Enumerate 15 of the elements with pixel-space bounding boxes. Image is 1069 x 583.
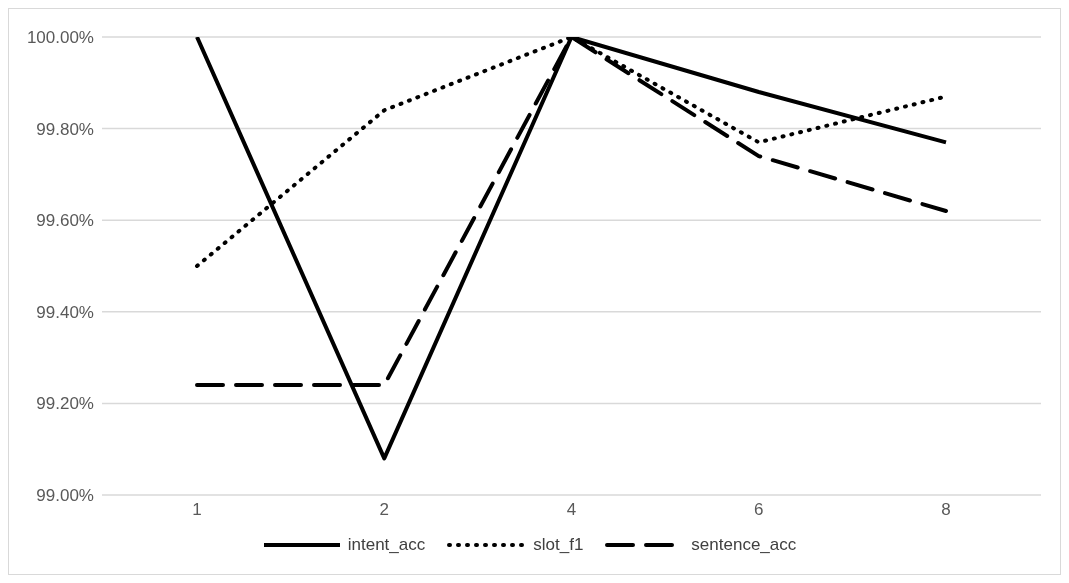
line-series	[195, 37, 948, 461]
x-tick-label: 8	[941, 500, 951, 520]
x-tick-label: 1	[192, 500, 202, 520]
legend-label: slot_f1	[533, 535, 584, 555]
y-tick-label: 99.20%	[36, 394, 94, 414]
y-tick-label: 99.80%	[36, 119, 94, 139]
y-tick-label: 99.60%	[36, 211, 94, 231]
y-tick-label: 99.00%	[36, 486, 94, 506]
legend-label: intent_acc	[347, 535, 426, 555]
x-tick-label: 6	[754, 500, 764, 520]
y-tick-label: 99.40%	[36, 302, 94, 322]
x-tick-label: 4	[566, 500, 577, 520]
y-tick-label: 100.00%	[26, 28, 94, 48]
x-tick-label: 2	[379, 500, 389, 520]
legend-label: sentence_acc	[691, 535, 797, 555]
